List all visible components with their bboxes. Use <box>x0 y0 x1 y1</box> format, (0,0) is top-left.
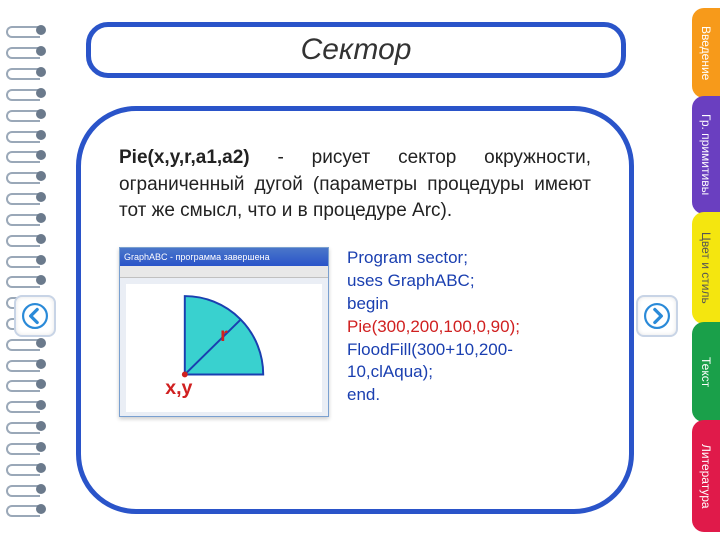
svg-text:x,y: x,y <box>165 377 192 399</box>
code-line: uses GraphABC; <box>347 270 591 293</box>
window-title: GraphABC - программа завершена <box>124 252 270 262</box>
title-box: Сектор <box>86 22 626 78</box>
code-line: FloodFill(300+10,200-10,clAqua); <box>347 339 591 385</box>
spiral-binding <box>6 20 48 520</box>
svg-text:r: r <box>220 324 228 346</box>
side-tab[interactable]: Текст <box>692 322 720 422</box>
code-line: Program sector; <box>347 247 591 270</box>
window-canvas: r x,y <box>126 284 322 412</box>
sector-diagram: r x,y <box>126 284 322 412</box>
proc-name: Pie(x,y,r,a1,a2) <box>119 147 250 168</box>
side-tab[interactable]: Цвет и стиль <box>692 212 720 324</box>
next-button[interactable] <box>636 295 678 337</box>
side-tab[interactable]: Литература <box>692 420 720 532</box>
code-line-highlight: Pie(300,200,100,0,90); <box>347 316 591 339</box>
code-listing: Program sector; uses GraphABC; begin Pie… <box>347 247 591 417</box>
window-menubar <box>120 266 328 278</box>
code-line: begin <box>347 293 591 316</box>
window-titlebar: GraphABC - программа завершена <box>120 248 328 266</box>
page-title: Сектор <box>301 33 412 67</box>
example-window: GraphABC - программа завершена r x,y <box>119 247 329 417</box>
description: Pie(x,y,r,a1,a2) - рисует сектор окружно… <box>119 145 591 225</box>
code-line: end. <box>347 384 591 407</box>
content-box: Pie(x,y,r,a1,a2) - рисует сектор окружно… <box>76 106 634 514</box>
chevron-right-icon <box>644 303 670 329</box>
prev-button[interactable] <box>14 295 56 337</box>
chevron-left-icon <box>22 303 48 329</box>
side-tab[interactable]: Гр. примитивы <box>692 96 720 214</box>
side-tab[interactable]: Введение <box>692 8 720 98</box>
side-tabs: ВведениеГр. примитивыЦвет и стильТекстЛи… <box>690 0 720 540</box>
